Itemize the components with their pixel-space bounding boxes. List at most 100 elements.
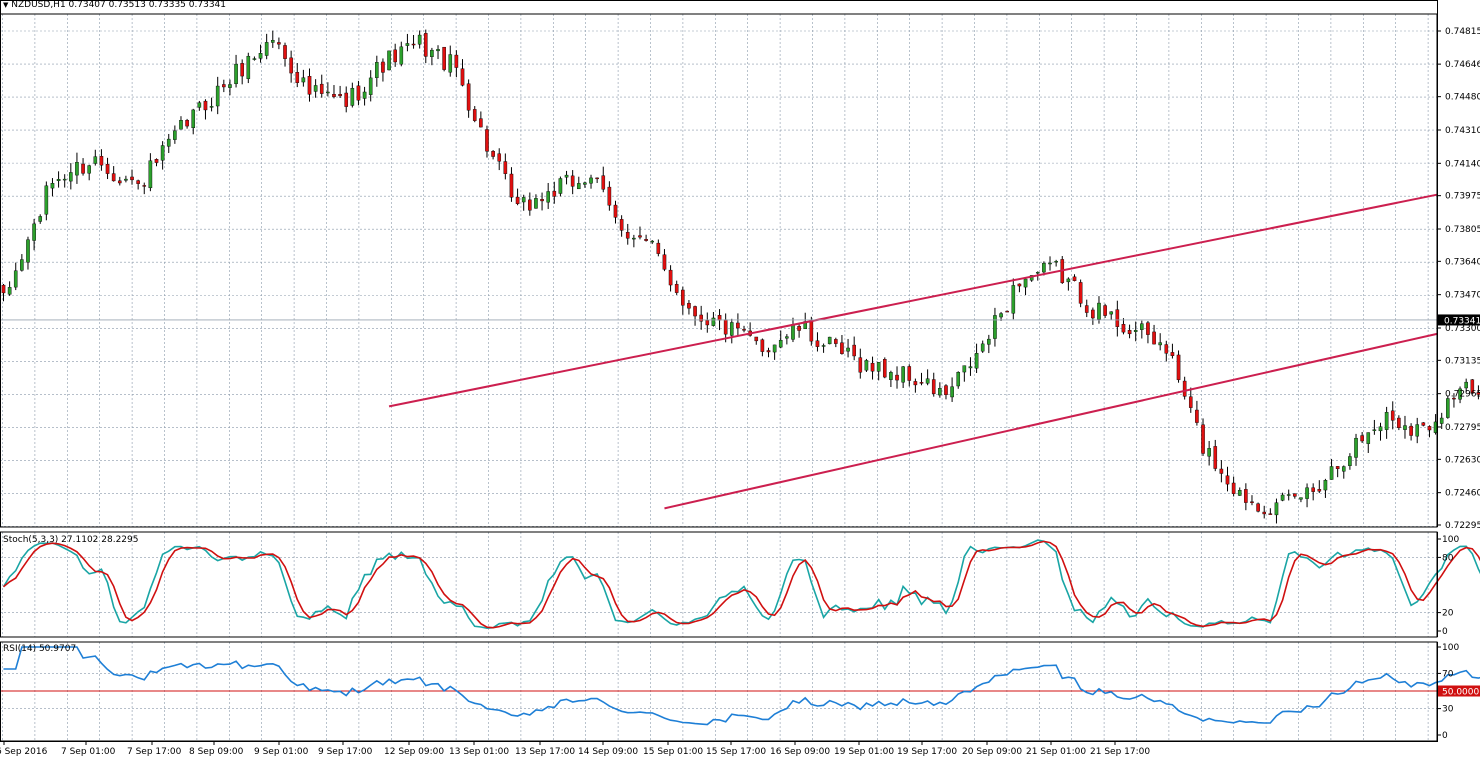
candle-bear	[914, 381, 917, 385]
price-label: 0.73975	[1445, 192, 1480, 202]
candle-bear	[657, 243, 660, 253]
candle-bull	[173, 131, 176, 140]
candle-bear	[424, 33, 427, 56]
candle-bull	[1036, 272, 1039, 273]
candle-bull	[1287, 495, 1290, 496]
candle-bear	[118, 181, 121, 183]
dropdown-triangle-icon[interactable]: ▼	[3, 1, 8, 9]
candle-bear	[455, 55, 458, 67]
candle-bear	[277, 42, 280, 44]
candle-bull	[39, 216, 42, 221]
candle-bear	[130, 177, 133, 180]
candle-bear	[742, 329, 745, 330]
candle-bear	[645, 239, 648, 240]
candle-bull	[999, 314, 1002, 317]
candle-bull	[247, 56, 250, 79]
candle-bull	[730, 322, 733, 335]
candle-bear	[479, 119, 482, 127]
price-label: 0.72795	[1445, 423, 1480, 433]
candle-bear	[492, 151, 495, 156]
candle-bull	[791, 324, 794, 339]
candle-bear	[859, 358, 862, 373]
candle-bear	[504, 162, 507, 174]
candle-bear	[687, 303, 690, 308]
candle-bear	[443, 47, 446, 69]
candle-bull	[969, 367, 972, 368]
candle-bull	[565, 175, 568, 177]
candle-bull	[1067, 279, 1070, 282]
symbol-header: ▼ NZDUSD,H1 0.73407 0.73513 0.73335 0.73…	[3, 0, 226, 10]
candle-bear	[1422, 423, 1425, 426]
candle-bear	[1146, 323, 1149, 335]
candle-bear	[1201, 425, 1204, 454]
candle-bull	[265, 42, 268, 55]
candle-bear	[1183, 381, 1186, 396]
candle-bull	[63, 179, 66, 180]
price-label: 0.73805	[1445, 225, 1480, 235]
time-label: 12 Sep 09:00	[384, 747, 444, 757]
candle-bull	[1042, 263, 1045, 272]
time-label: 13 Sep 01:00	[449, 747, 509, 757]
candle-bull	[124, 179, 127, 180]
candle-bull	[1299, 498, 1302, 500]
candle-bear	[932, 380, 935, 394]
candle-bull	[1385, 412, 1388, 429]
candle-bull	[234, 64, 237, 84]
candle-bull	[577, 183, 580, 189]
candle-bull	[1140, 324, 1143, 330]
stoch-level-label: 100	[1442, 535, 1459, 545]
candle-bear	[1091, 310, 1094, 318]
time-label: 21 Sep 01:00	[1026, 747, 1086, 757]
candle-bull	[1208, 448, 1211, 456]
candle-bear	[222, 84, 225, 86]
rsi-level-label: 0	[1442, 731, 1448, 741]
candle-bull	[14, 271, 17, 287]
candle-bear	[1195, 410, 1198, 423]
candle-bear	[2, 285, 5, 293]
candle-bear	[675, 284, 678, 292]
candle-bull	[228, 84, 231, 87]
price-label: 0.72965	[1445, 390, 1480, 400]
candle-bear	[1214, 446, 1217, 468]
candle-bear	[1361, 436, 1364, 441]
candle-bear	[596, 178, 599, 179]
candle-bear	[100, 156, 103, 165]
candle-bull	[822, 345, 825, 346]
candle-bear	[485, 129, 488, 151]
candle-bull	[1048, 263, 1051, 264]
candle-bull	[418, 35, 421, 44]
candle-bear	[1079, 282, 1082, 303]
candle-bear	[516, 197, 519, 204]
candle-bull	[1281, 495, 1284, 500]
candle-bull	[1324, 480, 1327, 490]
candle-bear	[498, 154, 501, 162]
price-label: 0.74140	[1445, 159, 1480, 169]
candle-bear	[81, 164, 84, 173]
candle-bull	[430, 50, 433, 57]
candle-bull	[69, 172, 72, 181]
candle-bull	[1379, 427, 1382, 431]
candle-bull	[449, 55, 452, 73]
candle-bear	[871, 363, 874, 371]
candle-bear	[137, 181, 140, 184]
candle-bear	[1250, 502, 1253, 503]
candle-bull	[33, 224, 36, 241]
candle-bear	[1189, 397, 1192, 408]
candle-bull	[302, 78, 305, 82]
time-label: 19 Sep 01:00	[834, 747, 894, 757]
candle-bear	[614, 205, 617, 217]
candle-bull	[981, 344, 984, 351]
candle-bear	[528, 200, 531, 210]
candle-bull	[161, 146, 164, 161]
stoch-header-text: Stoch(5,3,3) 27.1102 28.2295	[3, 535, 138, 545]
candle-bear	[1293, 494, 1296, 497]
rsi-level-label: 30	[1442, 705, 1454, 715]
candle-bear	[112, 174, 115, 181]
candle-bear	[1428, 426, 1431, 430]
candle-bear	[681, 290, 684, 305]
candle-bull	[926, 379, 929, 384]
candle-bull	[865, 360, 868, 370]
candle-bear	[1165, 345, 1168, 354]
